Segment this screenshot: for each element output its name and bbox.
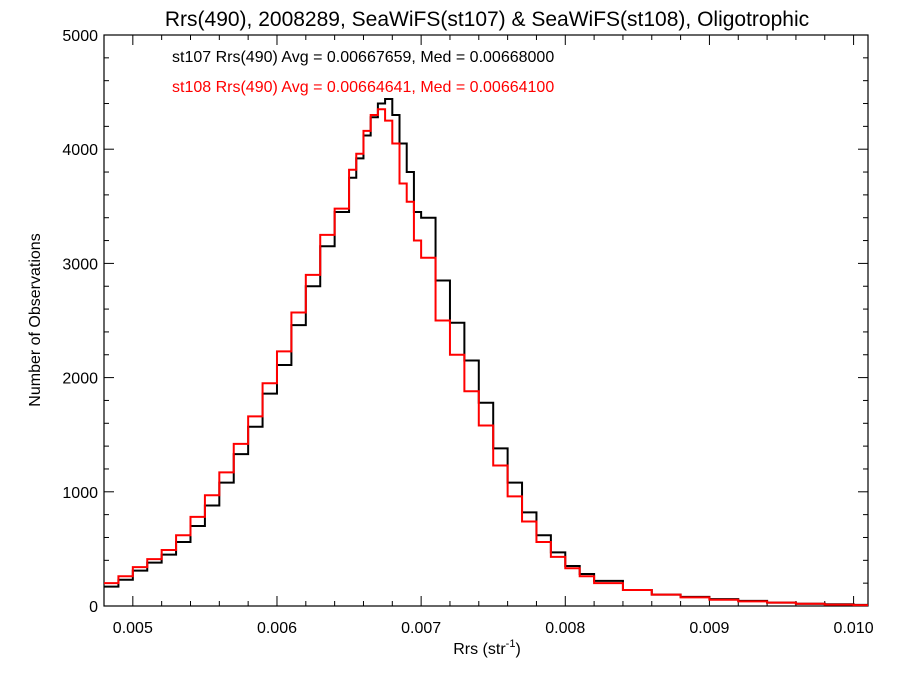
y-tick-label: 1000 xyxy=(62,485,98,502)
x-axis-label-sup: -1 xyxy=(506,638,516,650)
x-tick-label: 0.005 xyxy=(113,620,153,637)
x-tick-label: 0.007 xyxy=(401,620,441,637)
x-tick-label: 0.009 xyxy=(689,620,729,637)
y-tick-label: 0 xyxy=(89,599,98,616)
x-tick-label: 0.006 xyxy=(257,620,297,637)
series-line-st107 xyxy=(104,97,868,606)
x-axis-label: Rrs (str-1) xyxy=(453,638,521,658)
chart-title: Rrs(490), 2008289, SeaWiFS(st107) & SeaW… xyxy=(165,8,809,31)
series-layer xyxy=(104,97,868,607)
legend-entry-st108: st108 Rrs(490) Avg = 0.00664641, Med = 0… xyxy=(172,79,554,96)
y-tick-label: 3000 xyxy=(62,256,98,273)
x-tick-label: 0.010 xyxy=(834,620,874,637)
x-axis-label-main: Rrs (str xyxy=(453,641,506,658)
x-tick-label: 0.008 xyxy=(545,620,585,637)
y-tick-label: 4000 xyxy=(62,142,98,159)
x-axis-ticks: 0.005 0.006 0.007 0.008 0.009 0.010 xyxy=(103,35,874,637)
y-axis-ticks: 0 1000 2000 3000 4000 5000 xyxy=(62,28,868,616)
plot-frame xyxy=(103,34,869,607)
legend-entry-st107: st107 Rrs(490) Avg = 0.00667659, Med = 0… xyxy=(172,49,554,66)
y-tick-label: 5000 xyxy=(62,28,98,45)
x-axis-label-tail: ) xyxy=(515,641,520,658)
y-axis-label: Number of Observations xyxy=(27,233,44,406)
y-tick-label: 2000 xyxy=(62,371,98,388)
series-line-st108 xyxy=(104,108,868,607)
